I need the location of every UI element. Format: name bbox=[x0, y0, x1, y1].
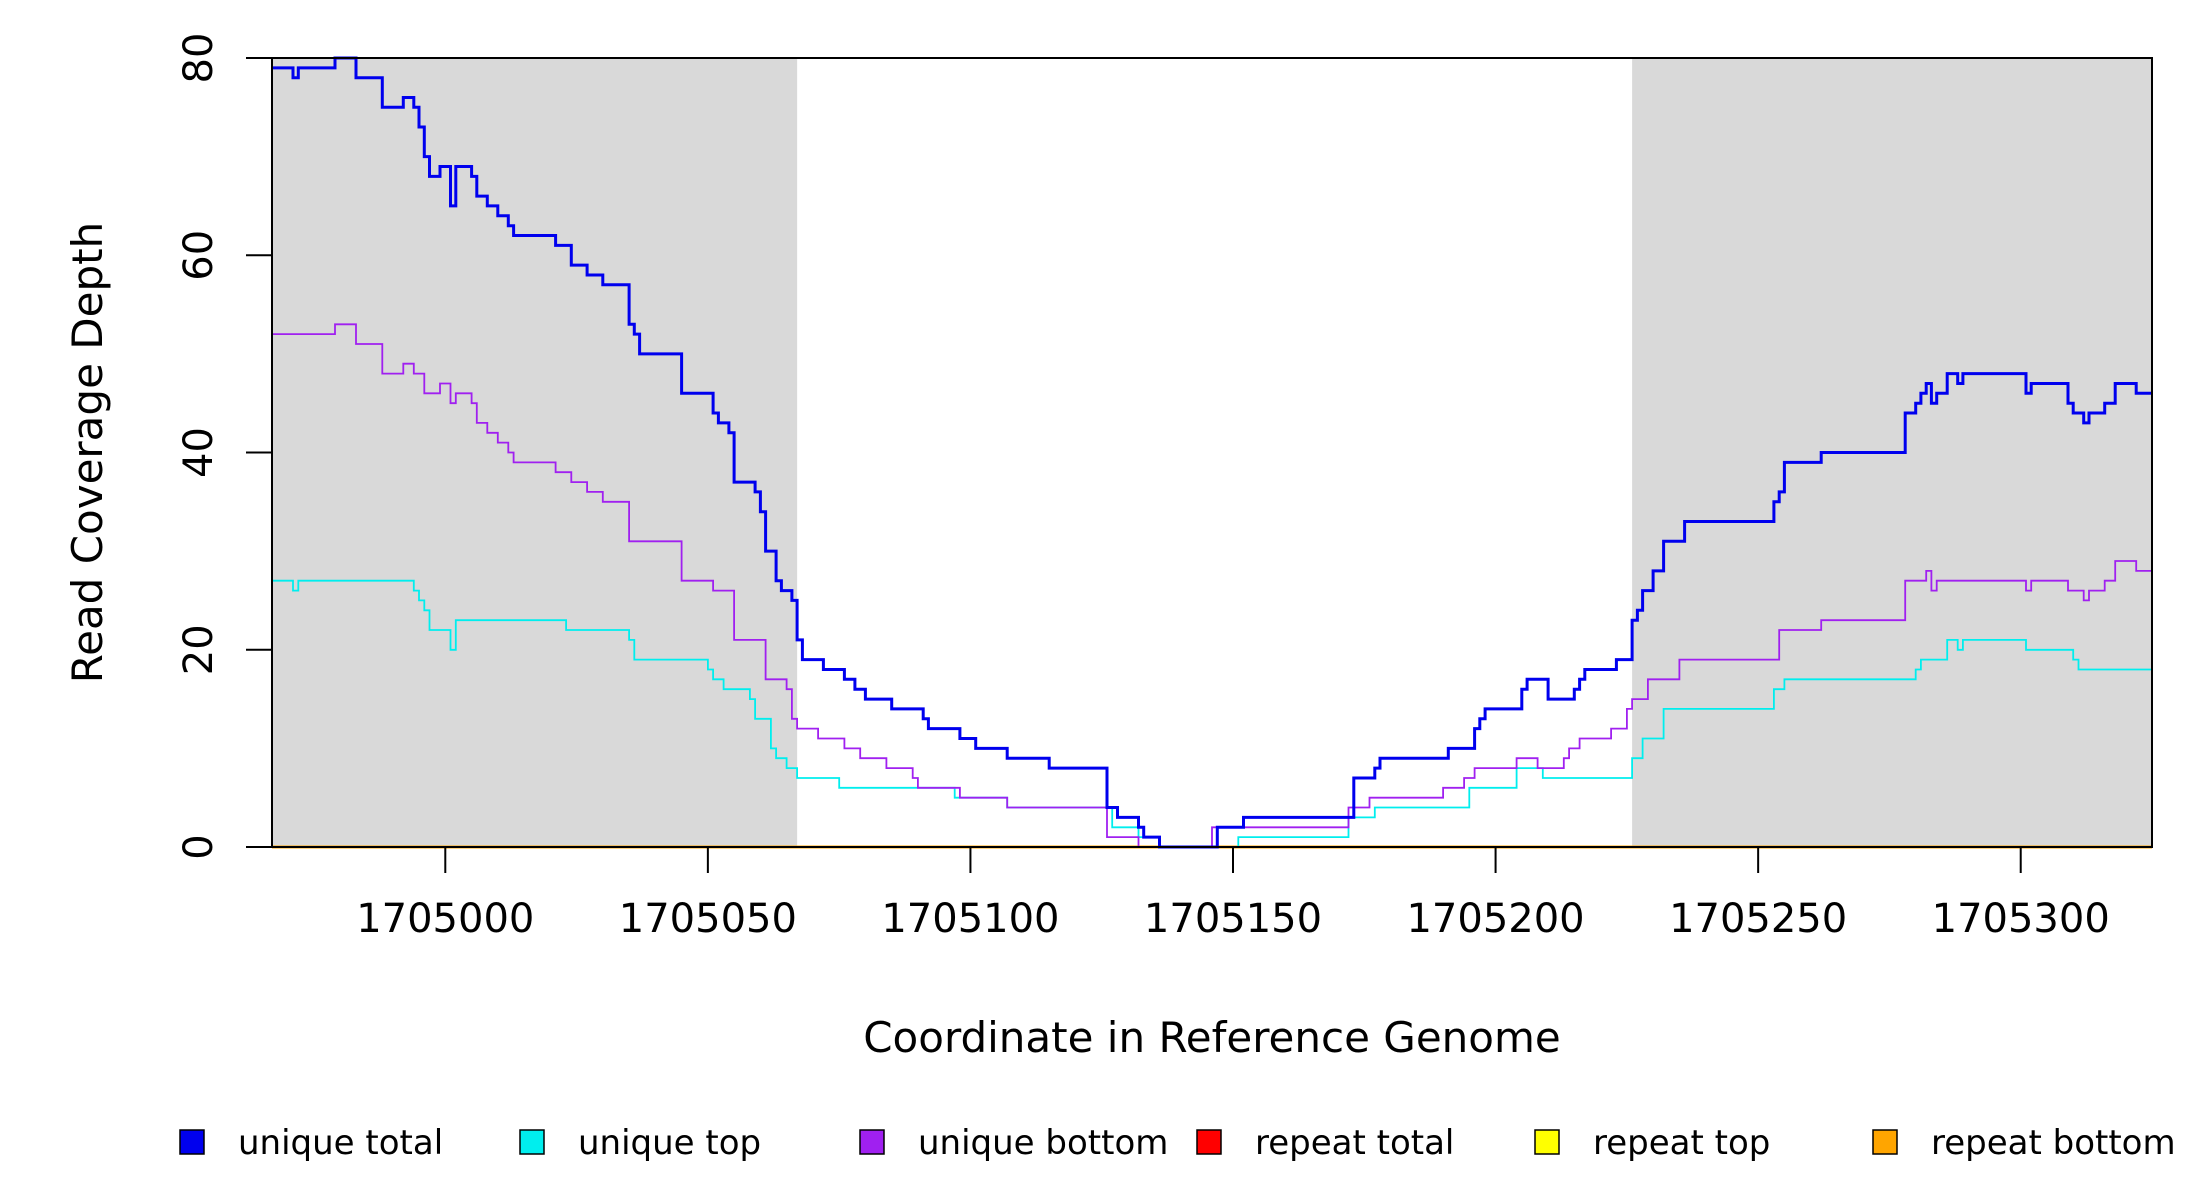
x-tick-label: 1705200 bbox=[1406, 896, 1584, 942]
legend-swatch-repeat-total bbox=[1196, 1129, 1222, 1155]
y-tick-label: 40 bbox=[176, 427, 222, 478]
x-tick-label: 1705050 bbox=[619, 896, 797, 942]
legend-swatch-unique-top bbox=[519, 1129, 545, 1155]
y-tick-label: 60 bbox=[176, 230, 222, 281]
legend-swatch-repeat-top bbox=[1534, 1129, 1560, 1155]
y-axis-title: Read Coverage Depth bbox=[63, 222, 112, 683]
x-tick-label: 1705000 bbox=[356, 896, 534, 942]
legend-swatch-unique-total bbox=[179, 1129, 205, 1155]
x-tick-label: 1705250 bbox=[1669, 896, 1847, 942]
legend: unique total unique top unique bottom repea… bbox=[179, 1123, 2176, 1163]
legend-label-repeat-total: repeat total bbox=[1255, 1123, 1454, 1163]
x-tick-label: 1705150 bbox=[1144, 896, 1322, 942]
x-tick-label: 1705300 bbox=[1932, 896, 2110, 942]
y-tick-label: 80 bbox=[176, 33, 222, 84]
legend-swatch-unique-bottom bbox=[859, 1129, 885, 1155]
legend-label-unique-total: unique total bbox=[238, 1123, 443, 1163]
y-tick-label: 0 bbox=[176, 834, 222, 859]
y-axis: 0 20 40 60 80 bbox=[176, 33, 273, 860]
x-axis: 1705000 1705050 1705100 1705150 1705200 17052… bbox=[356, 846, 2110, 942]
series-line-unique-bottom bbox=[272, 323, 2152, 848]
x-tick-label: 1705100 bbox=[881, 896, 1059, 942]
x-axis-title: Coordinate in Reference Genome bbox=[863, 1013, 1561, 1062]
shaded-region-1 bbox=[272, 58, 798, 847]
legend-label-unique-top: unique top bbox=[578, 1123, 761, 1163]
legend-swatch-repeat-bottom bbox=[1872, 1129, 1898, 1155]
legend-label-repeat-bottom: repeat bottom bbox=[1931, 1123, 2176, 1163]
legend-label-unique-bottom: unique bottom bbox=[918, 1123, 1168, 1163]
series-line-unique-total bbox=[272, 56, 2152, 849]
legend-label-repeat-top: repeat top bbox=[1593, 1123, 1770, 1163]
y-tick-label: 20 bbox=[176, 624, 222, 675]
